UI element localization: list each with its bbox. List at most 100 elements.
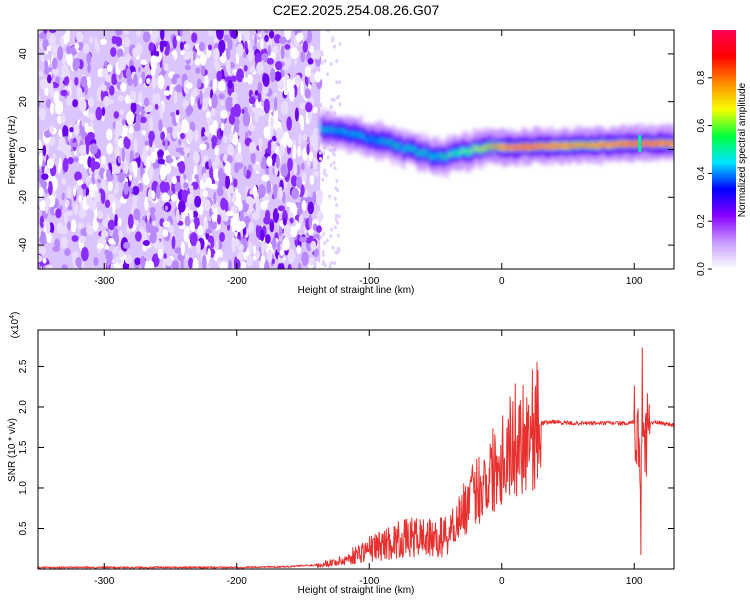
- noise-speckle: [308, 63, 316, 70]
- noise-speckle: [329, 105, 333, 110]
- noise-speckle: [207, 248, 211, 261]
- noise-speckle: [133, 138, 138, 153]
- ridge-cell: [387, 140, 390, 144]
- noise-speckle: [147, 188, 152, 202]
- noise-speckle: [302, 40, 308, 53]
- ridge-cell: [332, 129, 336, 133]
- noise-speckle: [176, 161, 185, 168]
- ridge-cell: [328, 130, 331, 134]
- noise-speckle: [329, 261, 333, 266]
- noise-speckle: [38, 152, 43, 167]
- noise-speckle: [75, 256, 82, 268]
- noise-speckle: [286, 116, 292, 131]
- ridge-cell: [584, 144, 587, 147]
- noise-speckle: [268, 30, 275, 39]
- ridge-cell: [399, 142, 402, 146]
- noise-speckle: [337, 94, 341, 99]
- noise-speckle: [314, 71, 322, 83]
- noise-speckle: [248, 241, 253, 253]
- noise-speckle: [134, 257, 141, 266]
- noise-speckle: [333, 196, 337, 201]
- noise-speckle: [249, 189, 254, 195]
- noise-speckle: [60, 35, 64, 47]
- noise-speckle: [302, 172, 307, 183]
- noise-speckle: [225, 49, 231, 60]
- ridge-cell: [563, 144, 566, 147]
- ridge-cell: [466, 151, 469, 154]
- noise-speckle: [284, 30, 291, 41]
- ridge-cell: [666, 142, 670, 146]
- noise-speckle: [62, 157, 69, 173]
- noise-speckle: [262, 195, 270, 201]
- noise-speckle: [228, 259, 232, 269]
- noise-speckle: [319, 235, 323, 240]
- ridge-cell: [345, 131, 348, 135]
- noise-speckle: [300, 80, 304, 96]
- noise-speckle: [106, 128, 113, 141]
- noise-speckle: [331, 149, 335, 154]
- noise-speckle: [107, 181, 113, 192]
- ridge-spike: [638, 135, 642, 152]
- ridge-cell: [456, 151, 460, 155]
- noise-speckle: [151, 190, 155, 200]
- ridge-cell: [644, 142, 647, 146]
- noise-speckle: [100, 177, 106, 190]
- noise-speckle: [265, 234, 271, 244]
- ridge-cell: [342, 129, 345, 133]
- noise-speckle: [81, 133, 85, 140]
- noise-speckle: [338, 42, 342, 47]
- noise-speckle: [175, 109, 180, 116]
- noise-speckle: [195, 67, 201, 74]
- noise-speckle: [55, 100, 64, 115]
- noise-speckle: [62, 125, 69, 139]
- noise-speckle: [260, 229, 265, 242]
- ridge-cell: [453, 150, 456, 154]
- noise-speckle: [117, 56, 126, 71]
- ridge-cell: [593, 144, 596, 148]
- ridge-cell: [641, 142, 644, 146]
- noise-speckle: [163, 253, 167, 260]
- ridge-cell: [366, 138, 369, 142]
- noise-speckle: [220, 100, 225, 106]
- noise-speckle: [38, 139, 43, 152]
- ridge-cell: [415, 150, 418, 154]
- noise-speckle: [260, 38, 264, 50]
- noise-speckle: [156, 184, 161, 200]
- ridge-cell: [390, 140, 393, 144]
- noise-speckle: [296, 32, 304, 42]
- noise-speckle: [244, 30, 250, 42]
- ridge-cell: [558, 144, 561, 148]
- ridge-cell: [379, 138, 382, 142]
- ridge-cell: [498, 146, 501, 150]
- noise-speckle: [264, 34, 269, 43]
- noise-speckle: [338, 80, 342, 85]
- ridge-cell: [382, 138, 385, 142]
- ridge-cell: [631, 142, 635, 146]
- noise-speckle: [106, 64, 113, 72]
- ridge-cell: [649, 142, 652, 146]
- noise-speckle: [252, 185, 258, 198]
- ridge-cell: [331, 127, 334, 131]
- ridge-cell: [364, 135, 367, 139]
- noise-speckle: [269, 221, 275, 233]
- ridge-cell: [355, 133, 358, 137]
- noise-speckle: [108, 99, 114, 105]
- ridge-cell: [576, 143, 579, 147]
- noise-speckle: [273, 96, 278, 112]
- noise-speckle: [128, 125, 134, 134]
- ridge-cell: [377, 140, 380, 144]
- noise-speckle: [122, 37, 130, 48]
- noise-speckle: [255, 200, 261, 215]
- noise-speckle: [237, 201, 243, 212]
- noise-speckle: [158, 119, 163, 132]
- noise-speckle: [301, 200, 307, 211]
- ridge-cell: [628, 141, 631, 145]
- ridge-cell: [565, 144, 568, 148]
- noise-speckle: [123, 30, 130, 36]
- noise-speckle: [45, 221, 51, 235]
- noise-speckle: [237, 141, 242, 157]
- noise-speckle: [223, 34, 230, 42]
- noise-speckle: [329, 227, 333, 232]
- noise-speckle: [104, 249, 109, 256]
- noise-speckle: [121, 118, 126, 126]
